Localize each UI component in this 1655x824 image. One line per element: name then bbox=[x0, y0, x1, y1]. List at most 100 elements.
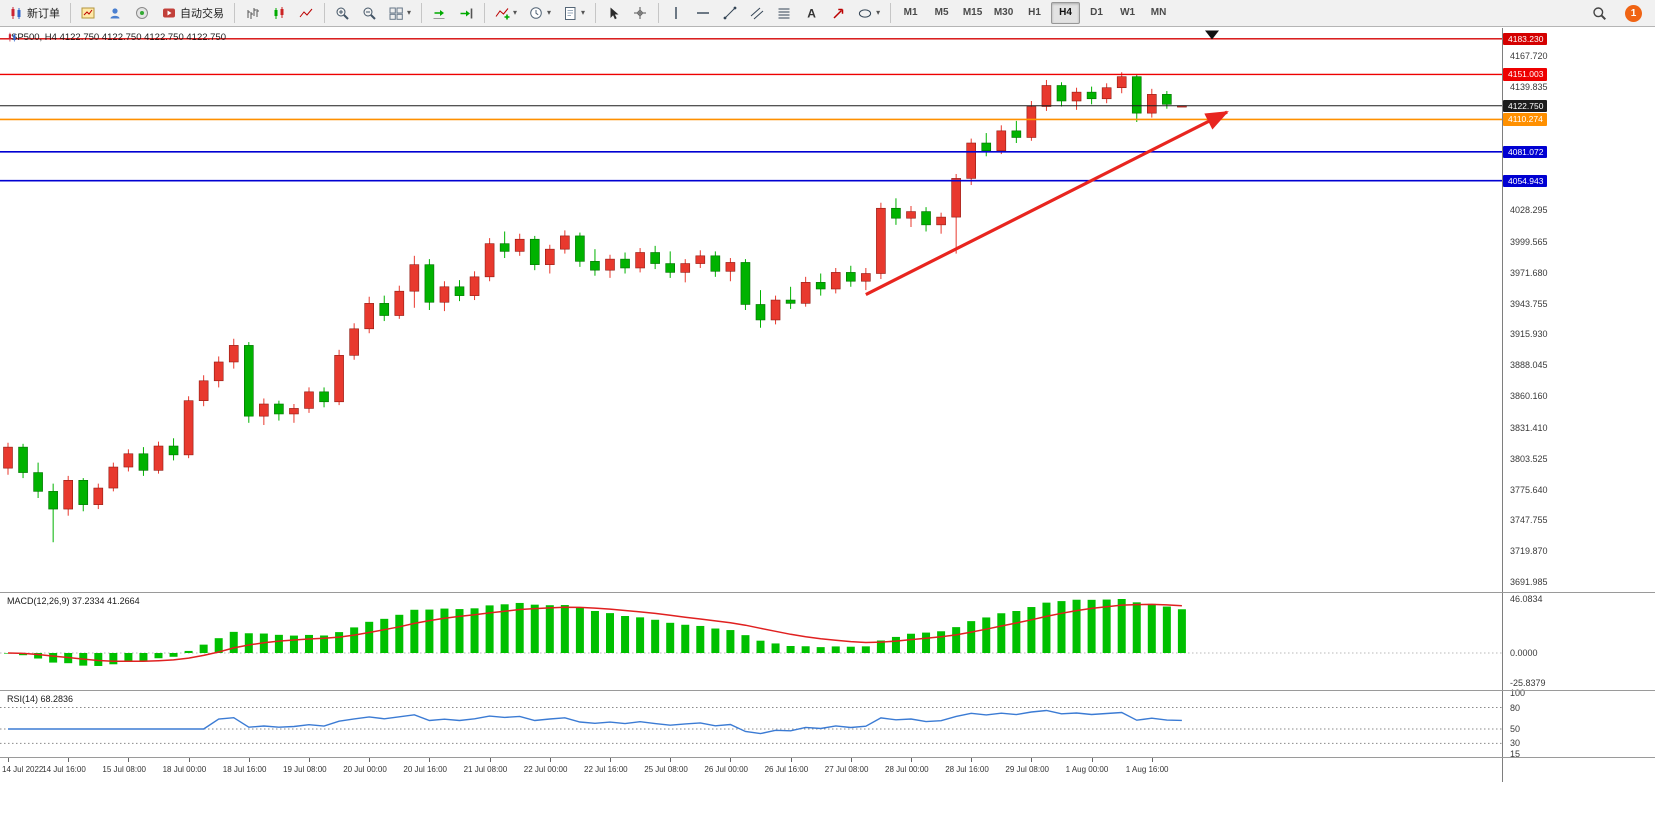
time-axis-label: 1 Aug 00:00 bbox=[1065, 765, 1109, 774]
time-axis-label: 25 Jul 08:00 bbox=[644, 765, 688, 774]
toolbar-separator bbox=[324, 3, 325, 23]
time-axis-label: 14 Jul 16:00 bbox=[42, 765, 86, 774]
time-axis-tick bbox=[309, 758, 310, 762]
timeframe-button-m1[interactable]: M1 bbox=[903, 7, 918, 18]
line-chart-button[interactable] bbox=[294, 1, 319, 25]
arrows-icon bbox=[831, 6, 846, 21]
zoom-in-button[interactable] bbox=[330, 1, 355, 25]
new-order-icon bbox=[9, 6, 24, 21]
rsi-label: RSI(14) 68.2836 bbox=[7, 694, 74, 704]
zoom-in-icon bbox=[335, 6, 350, 21]
chart-window-icon bbox=[81, 6, 96, 21]
timeframe-button-m5[interactable]: M5 bbox=[934, 7, 949, 18]
rsi-pane[interactable]: RSI(14) 68.2836 bbox=[0, 691, 1502, 757]
time-axis-tick bbox=[1151, 758, 1153, 762]
time-axis-label: 26 Jul 16:00 bbox=[764, 765, 809, 774]
autotrade-icon bbox=[162, 6, 177, 21]
candlestick-chart bbox=[0, 30, 1502, 543]
time-axis-tick bbox=[369, 758, 371, 762]
time-axis-tick bbox=[248, 758, 250, 762]
chevron-down-icon: ▾ bbox=[876, 8, 881, 17]
text-icon: A bbox=[804, 6, 819, 21]
macd-axis-label: 0.0000 bbox=[1510, 648, 1538, 658]
indicators-icon bbox=[495, 6, 510, 21]
cursor-button[interactable] bbox=[601, 1, 626, 25]
timeframe-button-w1[interactable]: W1 bbox=[1120, 7, 1136, 18]
search-button[interactable] bbox=[1587, 1, 1612, 25]
price-axis-label: 3888.045 bbox=[1510, 360, 1548, 371]
channel-button[interactable] bbox=[745, 1, 770, 25]
time-axis[interactable]: 14 Jul 2022 14 Jul 16:00 15 Jul 08:00 18 Ju… bbox=[0, 758, 1655, 782]
new-order-button[interactable]: 新订单 bbox=[4, 1, 65, 25]
chevron-down-icon: ▾ bbox=[581, 8, 586, 17]
chevron-down-icon: ▾ bbox=[407, 8, 412, 17]
price-level-badge: 4081.072 bbox=[1503, 145, 1548, 159]
text-button[interactable]: A bbox=[799, 1, 824, 25]
svg-text:A: A bbox=[807, 6, 816, 20]
crosshair-button[interactable] bbox=[628, 1, 653, 25]
periods-button[interactable]: ▾ bbox=[524, 1, 556, 25]
time-axis-tick bbox=[1031, 758, 1033, 762]
pane-splitter-time[interactable] bbox=[0, 757, 1655, 758]
macd-chart bbox=[0, 599, 1502, 666]
crosshair-icon bbox=[633, 6, 648, 21]
toolbar-separator bbox=[595, 3, 597, 23]
candlestick-chart-button[interactable] bbox=[267, 1, 292, 25]
tile-icon bbox=[389, 6, 404, 21]
price-axis-label: 3747.755 bbox=[1510, 515, 1548, 526]
chart-shift-button[interactable] bbox=[454, 1, 479, 25]
time-axis-tick bbox=[850, 758, 852, 762]
pane-splitter-rsi[interactable] bbox=[0, 690, 1655, 691]
timeframe-button-m15[interactable]: M15 bbox=[962, 7, 983, 18]
horizontal-line-button[interactable] bbox=[691, 1, 716, 25]
price-chart-pane[interactable]: SP500, H4 4122.750 4122.750 4122.750 412… bbox=[0, 28, 1502, 592]
chart-header: SP500, H4 4122.750 4122.750 4122.750 412… bbox=[7, 32, 226, 43]
indicators-button[interactable]: ▾ bbox=[490, 1, 522, 25]
time-axis-tick bbox=[8, 758, 9, 762]
vline-icon bbox=[669, 6, 684, 21]
auto-scroll-button[interactable] bbox=[427, 1, 452, 25]
time-axis-label: 22 Jul 16:00 bbox=[584, 765, 628, 774]
time-axis-tick bbox=[68, 758, 70, 762]
fibo-icon bbox=[777, 6, 792, 21]
time-axis-tick bbox=[429, 758, 431, 762]
templates-button[interactable]: ▾ bbox=[558, 1, 590, 25]
notifications-button[interactable]: 1 bbox=[1625, 4, 1642, 22]
down-triangle-marker bbox=[1205, 30, 1219, 40]
zoom-out-button[interactable] bbox=[357, 1, 382, 25]
fibonacci-button[interactable] bbox=[772, 1, 797, 25]
time-axis-label: 18 Jul 16:00 bbox=[222, 765, 267, 774]
toolbar-separator bbox=[658, 3, 660, 23]
time-axis-tick bbox=[489, 758, 491, 762]
time-axis-tick bbox=[549, 758, 551, 762]
time-axis-tick bbox=[790, 758, 792, 762]
timeframe-button-h1[interactable]: H1 bbox=[1028, 7, 1041, 18]
candles-icon bbox=[272, 6, 287, 21]
timeframe-button-m30[interactable]: M30 bbox=[993, 7, 1014, 18]
price-axis[interactable]: 4167.720 4139.835 4028.295 3999.565 3971.680… bbox=[1502, 28, 1655, 782]
tile-windows-button[interactable]: ▾ bbox=[384, 1, 416, 25]
arrows-button[interactable] bbox=[826, 1, 851, 25]
shapes-button[interactable]: ▾ bbox=[853, 1, 885, 25]
timeframe-button-h4[interactable]: H4 bbox=[1051, 2, 1081, 24]
timeframe-button-mn[interactable]: MN bbox=[1150, 7, 1167, 18]
new-chart-button[interactable] bbox=[76, 1, 101, 25]
autotrading-button-label: 自动交易 bbox=[180, 8, 224, 20]
vertical-line-button[interactable] bbox=[664, 1, 689, 25]
time-axis-label: 28 Jul 00:00 bbox=[885, 765, 929, 774]
market-watch-button[interactable] bbox=[130, 1, 155, 25]
hline-icon bbox=[696, 6, 711, 21]
macd-pane[interactable]: MACD(12,26,9) 37.2334 41.2664 bbox=[0, 593, 1502, 690]
price-axis-label: 3719.870 bbox=[1510, 546, 1548, 557]
pane-splitter-macd[interactable] bbox=[0, 592, 1655, 593]
time-axis-label: 26 Jul 00:00 bbox=[704, 765, 748, 774]
timeframe-button-d1[interactable]: D1 bbox=[1090, 7, 1103, 18]
time-axis-label: 15 Jul 08:00 bbox=[102, 765, 146, 774]
profiles-button[interactable] bbox=[103, 1, 128, 25]
autotrading-button[interactable]: 自动交易 bbox=[157, 1, 229, 25]
trendline-button[interactable] bbox=[718, 1, 743, 25]
bar-chart-button[interactable] bbox=[240, 1, 265, 25]
price-level-badge: 4054.943 bbox=[1503, 174, 1548, 188]
toolbar-right: 1 bbox=[1586, 1, 1642, 25]
